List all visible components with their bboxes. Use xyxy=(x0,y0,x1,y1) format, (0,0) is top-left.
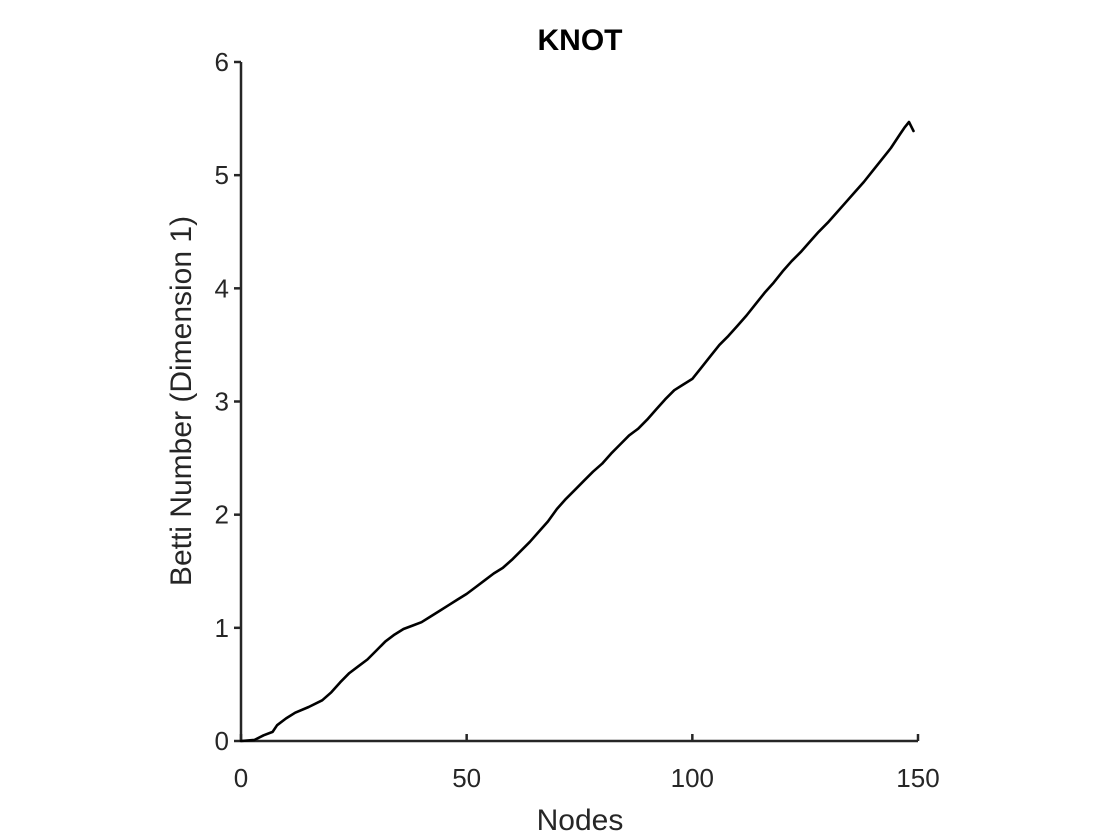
y-tick-label: 3 xyxy=(215,387,229,417)
x-axis-title: Nodes xyxy=(537,804,624,837)
chart-title: KNOT xyxy=(538,24,623,57)
y-tick-label: 0 xyxy=(215,726,229,756)
x-axis-ticks: 0 50 100 150 xyxy=(234,734,940,793)
y-tick-label: 4 xyxy=(215,273,229,303)
y-tick-label: 6 xyxy=(215,47,229,77)
x-tick-label: 50 xyxy=(452,763,481,793)
series-line xyxy=(239,120,915,743)
x-tick-label: 0 xyxy=(234,763,248,793)
y-axis-title: Betti Number (Dimension 1) xyxy=(165,216,198,586)
y-tick-label: 2 xyxy=(215,500,229,530)
y-tick-label: 5 xyxy=(215,160,229,190)
x-tick-label: 100 xyxy=(671,763,714,793)
y-tick-label: 1 xyxy=(215,613,229,643)
y-axis-ticks: 0 1 2 3 4 5 6 xyxy=(215,47,241,756)
x-tick-label: 150 xyxy=(896,763,939,793)
